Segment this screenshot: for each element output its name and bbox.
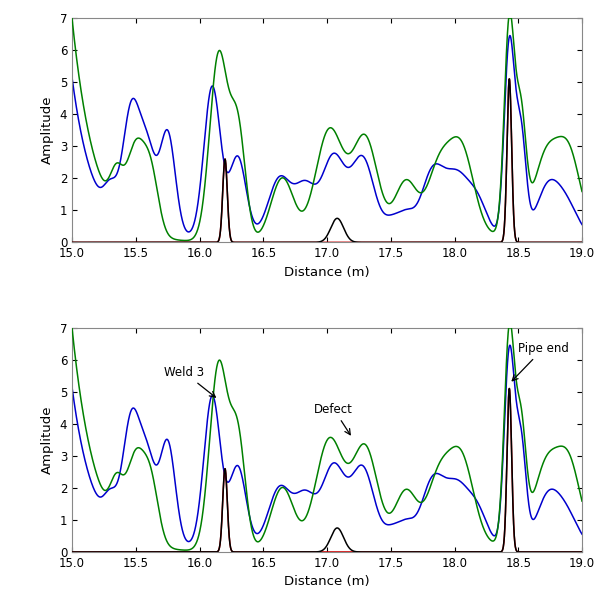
Text: Defect: Defect (314, 403, 353, 435)
X-axis label: Distance (m): Distance (m) (284, 575, 370, 589)
Text: Pipe end: Pipe end (512, 341, 569, 381)
Y-axis label: Amplitude: Amplitude (41, 96, 54, 164)
Y-axis label: Amplitude: Amplitude (41, 406, 54, 474)
Text: Weld 3: Weld 3 (164, 366, 215, 397)
X-axis label: Distance (m): Distance (m) (284, 266, 370, 279)
